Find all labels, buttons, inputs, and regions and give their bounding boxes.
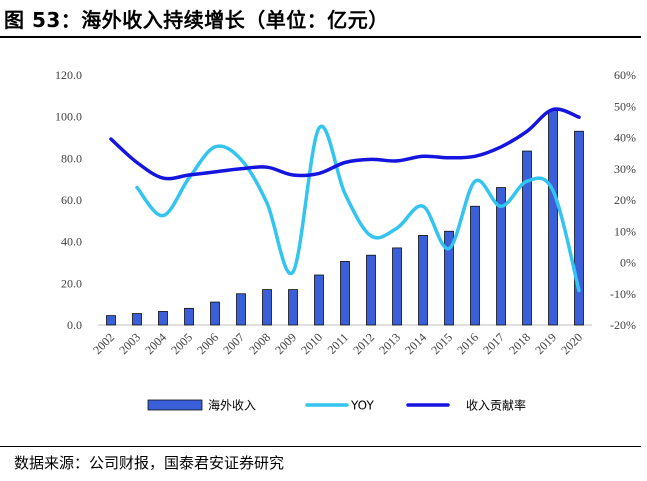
x-tick-label: 2020 [558,330,585,357]
bar [548,110,558,326]
line-series [109,107,581,293]
x-tick-label: 2018 [506,330,533,357]
x-tick-label: 2019 [532,330,559,357]
right-tick-label: 60% [614,68,636,82]
right-tick-label: 0% [620,256,636,270]
left-tick-label: 80.0 [61,151,82,165]
x-tick-label: 2016 [454,330,481,357]
contribution-rate-line [109,107,581,181]
right-tick-label: 20% [614,193,636,207]
x-tick-label: 2010 [298,330,325,357]
left-axis-ticks: 0.0 20.0 40.0 60.0 80.0 100.0 120.0 [55,68,82,332]
x-tick-label: 2008 [246,330,273,357]
yoy-line [135,124,581,293]
x-tick-label: 2004 [142,330,169,357]
left-tick-label: 120.0 [55,68,82,82]
right-tick-label: -20% [610,318,636,332]
source-note: 数据来源：公司财报，国泰君安证券研究 [14,454,285,472]
x-tick-label: 2003 [116,330,143,357]
x-tick-label: 2002 [90,330,117,357]
bar [470,205,480,326]
title-rule [0,36,641,38]
bar-series [106,110,584,326]
x-tick-label: 2014 [402,330,429,357]
right-tick-label: 10% [614,224,636,238]
bar [262,289,272,326]
legend-label: YOY [350,399,374,413]
bar [314,274,324,326]
bar [496,187,506,326]
bar [522,150,532,326]
legend-label: 海外收入 [208,398,256,413]
figure-title: 图 53：海外收入持续增长（单位：亿元） [4,8,389,32]
legend-swatch-bar [147,399,203,411]
bar [340,261,350,326]
bar [418,235,428,326]
legend: 海外收入 YOY 收入贡献率 [147,398,526,413]
legend-label: 收入贡献率 [466,398,526,413]
bar [392,247,402,326]
x-tick-label: 2017 [480,330,507,357]
x-tick-label: 2007 [220,330,247,357]
left-tick-label: 60.0 [61,193,82,207]
source-rule [0,446,641,447]
right-tick-label: 30% [614,162,636,176]
x-axis-ticks: 2002 2003 2004 2005 2006 2007 2008 2009 2010 2011… [90,330,585,357]
left-tick-label: 100.0 [55,110,82,124]
bar [444,230,454,326]
bar [366,254,376,326]
right-tick-label: -10% [610,287,636,301]
x-tick-label: 2005 [168,330,195,357]
bar [210,301,220,326]
right-tick-label: 40% [614,131,636,145]
bar [574,130,584,326]
x-tick-label: 2009 [272,330,299,357]
x-tick-label: 2013 [376,330,403,357]
x-tick-label: 2012 [350,330,377,357]
bar [288,289,298,326]
bar [132,313,142,326]
bar [184,307,194,326]
left-tick-label: 0.0 [67,318,82,332]
right-tick-label: 50% [614,99,636,113]
bar [236,293,246,326]
left-tick-label: 20.0 [61,276,82,290]
bar [158,311,168,326]
bar [106,315,116,326]
right-axis-ticks: -20% -10% 0% 10% 20% 30% 40% 50% 60% [610,68,636,332]
x-tick-label: 2011 [325,330,352,357]
x-tick-label: 2006 [194,330,221,357]
left-tick-label: 40.0 [61,235,82,249]
x-tick-label: 2015 [428,330,455,357]
